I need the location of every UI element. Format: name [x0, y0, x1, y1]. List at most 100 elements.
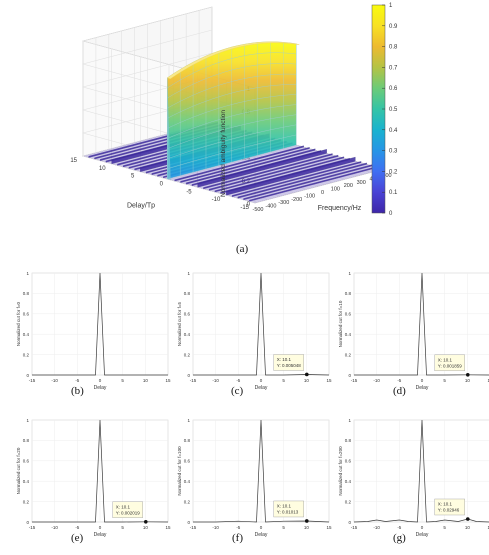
delay-tick-label: 15 [70, 158, 77, 164]
y-tick-label: 0 [26, 520, 29, 525]
cut-plot-g: -15 -10 -5 0 5 10 15 0 0.2 0.4 0.6 0.8 1 Delay Normali… [338, 418, 489, 538]
frequency-axis-label: Frequency/Hz [318, 205, 362, 212]
x-tick-label: -10 [51, 525, 58, 530]
y-tick-label: 0.8 [184, 291, 191, 296]
x-tick-label: 0 [421, 525, 424, 530]
y-tick-label: 0.2 [23, 499, 30, 504]
x-tick-label: 0 [99, 525, 102, 530]
z-tick-label: 0.2 [242, 179, 251, 185]
panel-label-e: (e) [71, 532, 84, 544]
datatip-x: X: 10.1 [277, 503, 292, 508]
datatip-x: X: 10.1 [277, 357, 292, 362]
x-tick-label: -10 [373, 378, 380, 383]
y-tick-label: 0.8 [23, 291, 30, 296]
colorbar-tick-label: 1 [389, 3, 393, 9]
y-tick-label: 0.6 [184, 312, 191, 317]
colorbar-tick-label: 0.5 [389, 107, 398, 113]
y-tick-label: 0.2 [345, 352, 352, 357]
y-tick-label: 0.6 [23, 312, 30, 317]
y-tick-label: 0 [348, 373, 351, 378]
cut-line [193, 272, 330, 376]
y-tick-label: 0.6 [184, 459, 191, 464]
x-tick-label: 5 [443, 378, 446, 383]
floor-ridge [214, 156, 345, 193]
x-axis-label: Delay [416, 532, 429, 538]
frequency-tick-label: 200 [344, 183, 353, 189]
x-tick-label: 0 [260, 525, 263, 530]
datatip-marker [465, 517, 470, 521]
y-tick-label: 1 [348, 271, 351, 276]
floor-ridge [220, 158, 350, 194]
floor-ridge [237, 162, 367, 199]
y-axis-label: Normalized cut for f=200 [338, 446, 343, 496]
colorbar-tick-label: 0.3 [389, 149, 398, 155]
x-tick-label: -10 [51, 378, 58, 383]
datatip-marker [304, 519, 309, 523]
x-tick-label: -15 [29, 525, 36, 530]
floor-ridge [186, 148, 316, 185]
x-tick-label: -15 [190, 525, 197, 530]
x-tick-label: -10 [212, 378, 219, 383]
datatip-y: Y: 0.01013 [277, 509, 299, 514]
x-tick-label: 0 [260, 378, 263, 383]
delay-tick-label: 0 [160, 182, 164, 188]
x-tick-label: 0 [99, 378, 102, 383]
delay-floor-gridline [168, 145, 299, 180]
x-tick-label: -15 [351, 378, 358, 383]
x-tick-label: 10 [304, 378, 310, 383]
x-tick-label: 0 [421, 378, 424, 383]
datatip-marker [143, 519, 148, 524]
y-tick-label: 0.2 [184, 499, 191, 504]
colorbar-tick-label: 0.8 [389, 45, 398, 51]
x-axis-label: Delay [255, 532, 268, 538]
frequency-tick-label: -300 [278, 200, 289, 206]
y-tick-label: 0.8 [345, 438, 352, 443]
y-axis-label: Normalized cut for f=0 [16, 301, 21, 346]
datatip-y: Y: 0.002019 [116, 510, 141, 515]
x-tick-label: -15 [29, 378, 36, 383]
cut-plots: -15 -10 -5 0 5 10 1500.20.40.60.81DelayNormali… [16, 271, 489, 538]
delay-tick-label: 10 [99, 166, 106, 172]
datatip-marker [304, 372, 309, 377]
x-tick-label: 5 [443, 525, 446, 530]
x-axis-label: Delay [255, 385, 268, 391]
cut-plot-b: -15 -10 -5 0 5 10 15 0 0.2 0.4 0.6 0.8 1 Delay Normali… [16, 271, 171, 391]
x-tick-label: 5 [282, 525, 285, 530]
delay-tick-label: -15 [240, 205, 249, 211]
y-tick-label: 0.4 [345, 332, 352, 337]
y-tick-label: 0 [187, 373, 190, 378]
x-tick-label: 10 [304, 525, 310, 530]
floor-ridge [208, 154, 339, 191]
y-tick-label: 0.6 [23, 459, 30, 464]
cut-line [193, 419, 330, 523]
colorbar-tick-label: 0.9 [389, 24, 398, 30]
frequency-tick-label: 100 [331, 187, 340, 193]
y-tick-label: 0.2 [345, 499, 352, 504]
colorbar-tick-label: 0.2 [389, 169, 398, 175]
y-tick-label: 0.4 [184, 332, 191, 337]
datatip-x: X: 10.1 [116, 504, 131, 509]
z-axis-label: Normalized ambiguity function [220, 110, 227, 197]
cut-plot-d: -15 -10 -5 0 5 10 15 0 0.2 0.4 0.6 0.8 1 Delay Normali… [338, 271, 489, 391]
x-tick-label: 5 [282, 378, 285, 383]
y-tick-label: 0 [26, 373, 29, 378]
x-axis-label: Delay [94, 532, 107, 538]
colorbar-tick-label: 0.1 [389, 190, 398, 196]
y-axis-label: Normalized cut for f=5 [177, 301, 182, 346]
y-tick-label: 1 [187, 418, 190, 423]
y-tick-label: 1 [348, 418, 351, 423]
x-tick-label: 10 [465, 525, 471, 530]
datatip-y: Y: 0.001859 [438, 363, 463, 368]
cut-line [32, 419, 169, 523]
datatip-y: Y: 0.02946 [438, 507, 460, 512]
floor-ridge [174, 145, 304, 182]
delay-axis-label: Delay/Tp [127, 203, 155, 210]
y-tick-label: 0.4 [345, 479, 352, 484]
y-axis-label: Normalized cut for f=10 [338, 300, 343, 347]
x-tick-label: 5 [121, 525, 124, 530]
frequency-tick-label: -100 [304, 193, 315, 199]
y-tick-label: 0.6 [345, 312, 352, 317]
cut-line [354, 272, 489, 376]
x-tick-label: 15 [165, 378, 171, 383]
